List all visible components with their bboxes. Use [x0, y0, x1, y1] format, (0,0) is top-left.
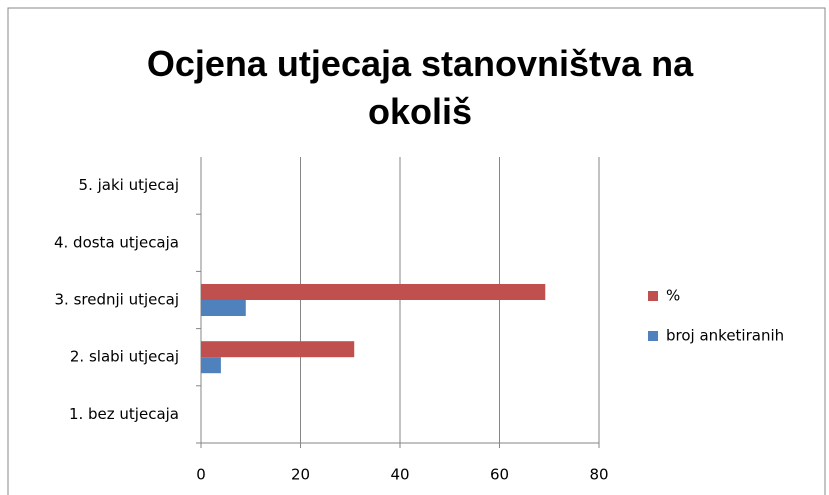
legend-swatch: [648, 291, 658, 301]
y-tick-label: 3. srednji utjecaj: [55, 291, 179, 309]
bar: [201, 357, 221, 374]
chart-border: [7, 7, 826, 495]
y-tick-label: 4. dosta utjecaja: [54, 233, 179, 251]
chart-title: Ocjena utjecaja stanovništva na okoliš: [146, 43, 694, 132]
bar: [201, 341, 355, 358]
legend-label: %: [666, 287, 680, 305]
x-tick-label: 80: [589, 466, 608, 484]
x-tick-label: 0: [196, 466, 206, 484]
x-tick-label: 60: [490, 466, 509, 484]
legend-swatch: [648, 331, 658, 341]
y-tick-label: 2. slabi utjecaj: [70, 348, 179, 366]
x-tick-label: 40: [390, 466, 409, 484]
y-tick-label: 5. jaki utjecaj: [79, 176, 179, 194]
x-tick-label: 20: [291, 466, 310, 484]
bar: [201, 300, 246, 316]
legend-label: broj anketiranih: [666, 327, 784, 345]
y-tick-label: 1. bez utjecaja: [69, 405, 179, 423]
bar: [201, 284, 546, 300]
